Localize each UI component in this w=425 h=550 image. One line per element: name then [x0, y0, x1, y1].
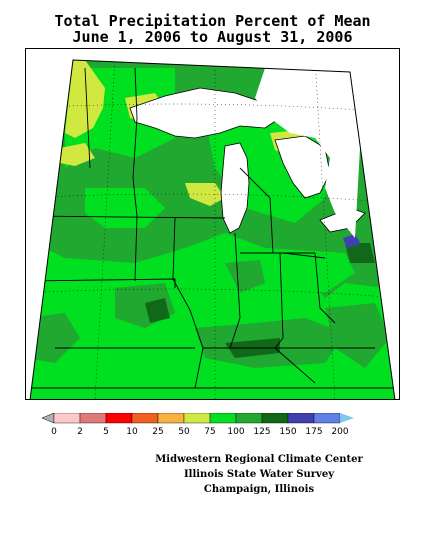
legend-label: 125	[253, 427, 270, 437]
canada-ontario	[255, 68, 360, 238]
legend-swatch	[157, 412, 185, 424]
legend-swatch	[105, 412, 133, 424]
zone-150-175	[343, 234, 361, 248]
legend-swatch	[235, 412, 263, 424]
legend-swatch	[209, 412, 237, 424]
legend-overflow-arrow	[340, 413, 354, 423]
legend-label: 0	[51, 427, 57, 437]
map-date-range: June 1, 2006 to August 31, 2006	[72, 28, 353, 46]
legend-label: 10	[126, 427, 138, 437]
legend-label: 75	[204, 427, 215, 437]
lake-huron	[274, 135, 331, 199]
state-boundaries	[30, 67, 395, 389]
legend-swatch	[79, 412, 107, 424]
map-title: Total Precipitation Percent of Mean	[54, 12, 371, 30]
legend-swatch	[53, 412, 81, 424]
color-legend: 0 2 5 10 25 50 75 100 125 150 175 200	[40, 412, 370, 443]
legend-swatch	[261, 412, 289, 424]
map-frame	[25, 48, 400, 400]
credit-location: Champaign, Illinois	[203, 484, 315, 495]
legend-swatch	[313, 412, 341, 424]
map-domain-outline	[29, 59, 396, 400]
legend-labels: 0 2 5 10 25 50 75 100 125 150 175 200	[51, 427, 349, 437]
lake-michigan	[220, 142, 250, 234]
legend-label: 175	[305, 427, 322, 437]
legend-swatch	[131, 412, 159, 424]
legend-label: 100	[227, 427, 244, 437]
credit-organization: Midwestern Regional Climate Center	[155, 454, 363, 465]
legend-label: 150	[279, 427, 296, 437]
legend-label: 2	[77, 427, 83, 437]
legend-swatch	[183, 412, 211, 424]
great-lakes	[129, 68, 366, 238]
credit-survey: Illinois State Water Survey	[183, 469, 335, 480]
legend-underflow-arrow	[41, 412, 55, 424]
legend-label: 200	[331, 427, 348, 437]
precip-field	[30, 60, 395, 400]
legend-swatch	[287, 412, 315, 424]
legend-label: 25	[152, 427, 163, 437]
legend-label: 5	[103, 427, 109, 437]
graticule	[30, 60, 395, 400]
legend-swatches	[53, 412, 341, 424]
legend-label: 50	[178, 427, 190, 437]
lake-superior	[129, 87, 281, 139]
precipitation-map	[25, 48, 400, 400]
